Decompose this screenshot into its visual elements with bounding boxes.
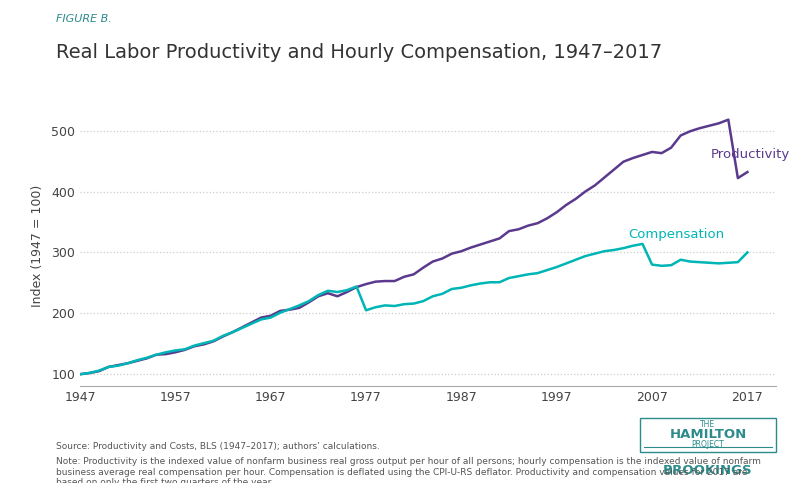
- Text: FIGURE B.: FIGURE B.: [56, 14, 112, 25]
- Text: Note: Productivity is the indexed value of nonfarm business real gross output pe: Note: Productivity is the indexed value …: [56, 457, 761, 483]
- Text: Productivity: Productivity: [711, 148, 790, 161]
- Y-axis label: Index (1947 = 100): Index (1947 = 100): [31, 185, 44, 308]
- FancyBboxPatch shape: [640, 418, 776, 452]
- Text: THE: THE: [701, 420, 715, 429]
- Text: HAMILTON: HAMILTON: [670, 428, 746, 441]
- Text: Real Labor Productivity and Hourly Compensation, 1947–2017: Real Labor Productivity and Hourly Compe…: [56, 43, 662, 62]
- Text: BROOKINGS: BROOKINGS: [663, 464, 753, 477]
- Text: Compensation: Compensation: [628, 228, 724, 242]
- Text: PROJECT: PROJECT: [692, 440, 724, 450]
- Text: Source: Productivity and Costs, BLS (1947–2017); authors’ calculations.: Source: Productivity and Costs, BLS (194…: [56, 442, 380, 451]
